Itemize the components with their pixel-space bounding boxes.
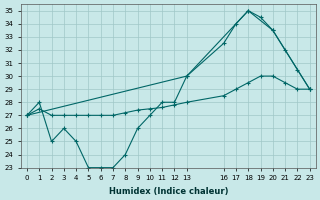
X-axis label: Humidex (Indice chaleur): Humidex (Indice chaleur) [108, 187, 228, 196]
